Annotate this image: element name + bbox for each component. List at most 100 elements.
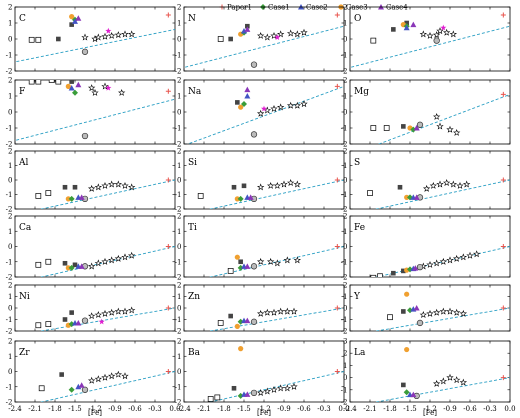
y-tick-label: 0	[8, 243, 12, 251]
legend-label-case4: Case4	[386, 4, 408, 12]
star-marker	[101, 257, 109, 265]
star-marker	[107, 372, 116, 380]
x-tick-label: -1.5	[68, 405, 82, 413]
case4-point	[78, 263, 85, 269]
y-tick-label: 0	[343, 177, 347, 185]
y-tick-label: -2	[341, 141, 348, 149]
x-tick-label: -0.6	[297, 405, 311, 413]
y-tick-label: 2	[8, 77, 12, 85]
magenta-star	[260, 105, 268, 112]
panel-marks	[370, 244, 510, 277]
star-marker	[94, 375, 103, 383]
star-marker	[286, 101, 295, 109]
star-marker	[436, 122, 444, 130]
panel-label: La	[354, 348, 366, 358]
y-tick-label: -1	[6, 191, 13, 199]
case1-point	[72, 89, 78, 96]
panel-marks	[350, 12, 510, 69]
hollow-square	[35, 193, 42, 199]
panel-label: Ba	[188, 348, 201, 358]
y-tick-label: -2	[175, 399, 182, 407]
case1-point	[410, 126, 417, 133]
y-tick-label: 2	[177, 77, 181, 85]
y-tick-label: -2	[6, 68, 13, 76]
reference-circle	[250, 131, 258, 138]
panel-label: S	[354, 158, 360, 168]
star-marker	[263, 308, 272, 316]
hollow-square	[367, 190, 373, 196]
panel-label: Ni	[19, 292, 30, 302]
x-axis-label: [Fe]	[423, 409, 437, 417]
paper1-point	[334, 305, 340, 311]
y-tick-label: 2	[8, 148, 12, 156]
panel-frame	[14, 215, 176, 278]
panel-frame	[183, 215, 345, 278]
hollow-square	[38, 385, 45, 392]
filled-square	[241, 183, 247, 189]
y-tick-label: -1	[175, 191, 182, 199]
panel-marks	[208, 244, 344, 277]
star-marker	[107, 31, 116, 39]
panel-na: -2 -1 0 1 2 Na	[175, 77, 345, 149]
hollow-square	[28, 36, 35, 43]
star-marker	[419, 30, 428, 38]
y-tick-label: -2	[175, 68, 182, 76]
x-tick-label: -2.1	[363, 405, 377, 413]
star-marker	[263, 33, 272, 41]
y-tick-label: 0	[343, 36, 347, 44]
hollow-square	[387, 314, 393, 321]
case3-point	[234, 254, 240, 260]
x-tick-label: -0.3	[317, 405, 331, 413]
y-tick-label: 0	[177, 368, 181, 376]
case3-point	[65, 196, 71, 202]
paper1-point	[165, 305, 171, 311]
y-tick-label: 2	[177, 338, 181, 346]
case4-point	[75, 81, 82, 88]
panel-ca: -2 -1 0 1 2 Ca	[6, 213, 176, 282]
hollow-square	[214, 394, 221, 401]
panel-label: Al	[18, 158, 28, 168]
filled-square	[228, 313, 233, 319]
y-tick-label: -1	[6, 52, 13, 60]
y-tick-label: -1	[175, 125, 182, 133]
x-tick-label: -1.2	[257, 405, 271, 413]
star-marker	[459, 378, 468, 386]
hollow-square	[370, 274, 377, 277]
star-marker	[432, 308, 441, 316]
star-marker	[256, 309, 265, 317]
panel-la: -2 -1 0 1 2 3 -2.4 -2.1 -1.8 -1.5 -1.2 -0.9 -0.6 -0.3…	[341, 338, 516, 414]
trend-line	[208, 246, 344, 277]
star-marker	[432, 259, 441, 267]
star-marker	[94, 259, 103, 267]
case4-point	[75, 15, 82, 21]
star-marker	[256, 388, 265, 396]
filled-square	[235, 100, 240, 105]
filled-square	[72, 184, 78, 190]
y-tick-label: 0	[343, 243, 347, 251]
paper1-point	[334, 244, 340, 249]
star-marker	[452, 254, 461, 262]
panel-label: N	[188, 14, 196, 24]
y-tick-label: 1	[177, 228, 181, 236]
y-tick-label: -1	[341, 316, 348, 324]
y-tick-label: -1	[175, 52, 182, 60]
panel-frame	[349, 79, 511, 145]
panel-label: Fe	[354, 223, 365, 233]
y-tick-label: -1	[341, 258, 348, 266]
panel-frame	[349, 284, 511, 332]
star-marker	[121, 30, 129, 38]
star-marker	[107, 256, 116, 264]
paper1-point	[500, 91, 506, 97]
star-marker	[81, 33, 89, 41]
panel-frame	[183, 284, 345, 332]
case4-point	[244, 86, 251, 93]
trend-line	[184, 25, 344, 69]
y-tick-label: -2	[6, 141, 13, 149]
y-tick-label: -2	[6, 328, 13, 336]
panel-marks	[367, 177, 510, 209]
panel-frame	[349, 340, 511, 403]
star-marker	[293, 101, 302, 109]
star-marker	[114, 180, 123, 188]
y-tick-label: 0	[343, 374, 347, 382]
panel-o: -2 -1 0 1 2O	[341, 4, 511, 76]
